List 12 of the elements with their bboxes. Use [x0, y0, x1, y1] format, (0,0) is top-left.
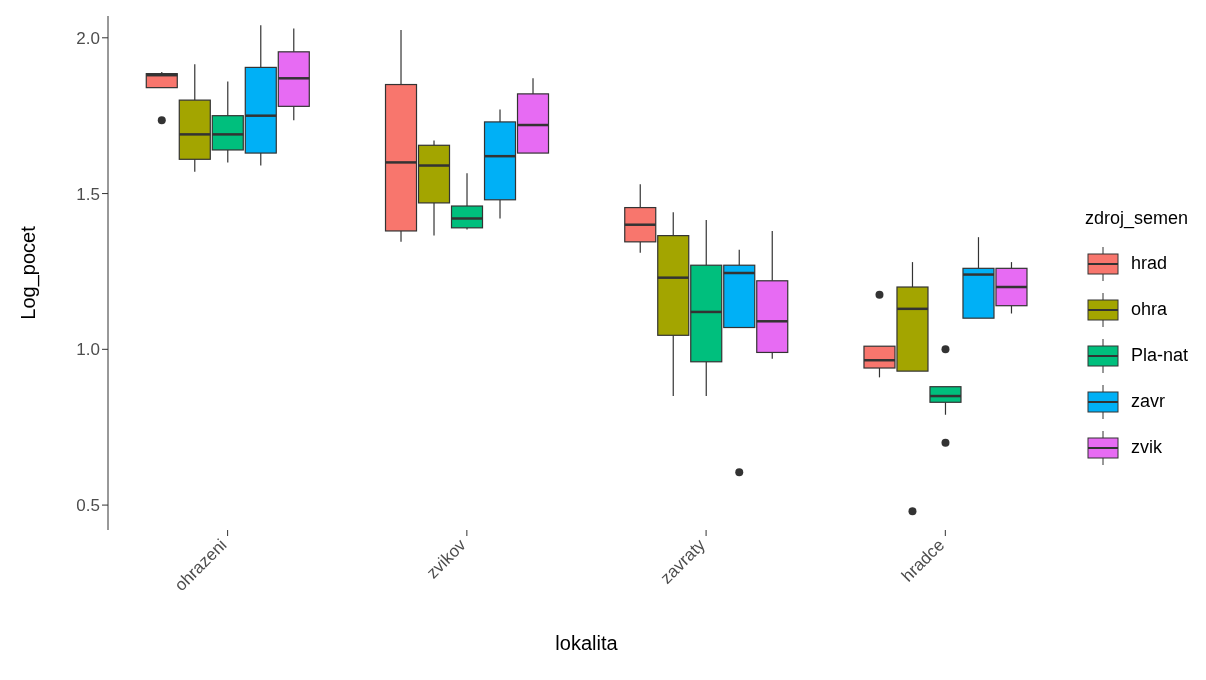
- legend-label: Pla-nat: [1130, 345, 1188, 366]
- legend-label: ohra: [1130, 299, 1167, 320]
- y-tick-label: 1.5: [76, 184, 100, 204]
- legend-label: zvik: [1130, 437, 1162, 458]
- x-axis-title: lokalita: [555, 632, 619, 654]
- legend-title: zdroj_semen: [1084, 207, 1188, 229]
- y-tick-label: 1.0: [76, 340, 100, 360]
- y-axis-title: Log_pocet: [17, 225, 41, 320]
- y-tick-label: 0.5: [76, 496, 100, 516]
- y-tick-label: 2.0: [76, 28, 100, 48]
- legend-label: zavr: [1130, 391, 1165, 412]
- legend-label: hrad: [1130, 253, 1167, 274]
